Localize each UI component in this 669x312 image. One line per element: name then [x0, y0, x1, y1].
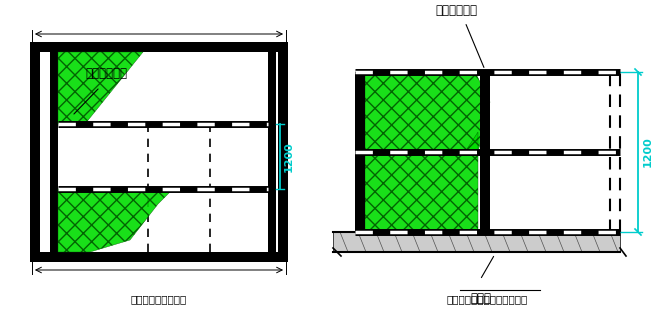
- Text: 1200: 1200: [643, 137, 653, 167]
- Text: 楼板洞: 楼板洞: [470, 292, 491, 305]
- Bar: [480, 72, 490, 232]
- Bar: [268, 42, 276, 252]
- Bar: [30, 252, 288, 262]
- Bar: [30, 42, 40, 252]
- Polygon shape: [365, 72, 490, 152]
- Text: 1200: 1200: [284, 141, 294, 172]
- Text: 四周围竹篱笆: 四周围竹篱笆: [435, 4, 477, 17]
- Bar: [50, 42, 58, 252]
- Polygon shape: [58, 189, 173, 252]
- Text: 楼层周边防护立面图: 楼层周边防护立面图: [131, 294, 187, 304]
- Text: 张密目安全网: 张密目安全网: [85, 67, 127, 80]
- Bar: [278, 42, 288, 252]
- Polygon shape: [365, 132, 478, 232]
- Text: 大洞口及楼层周边防护立面图: 大洞口及楼层周边防护立面图: [447, 294, 528, 304]
- Bar: [30, 42, 288, 52]
- Bar: [333, 232, 620, 252]
- Polygon shape: [58, 52, 143, 124]
- Bar: [355, 72, 365, 232]
